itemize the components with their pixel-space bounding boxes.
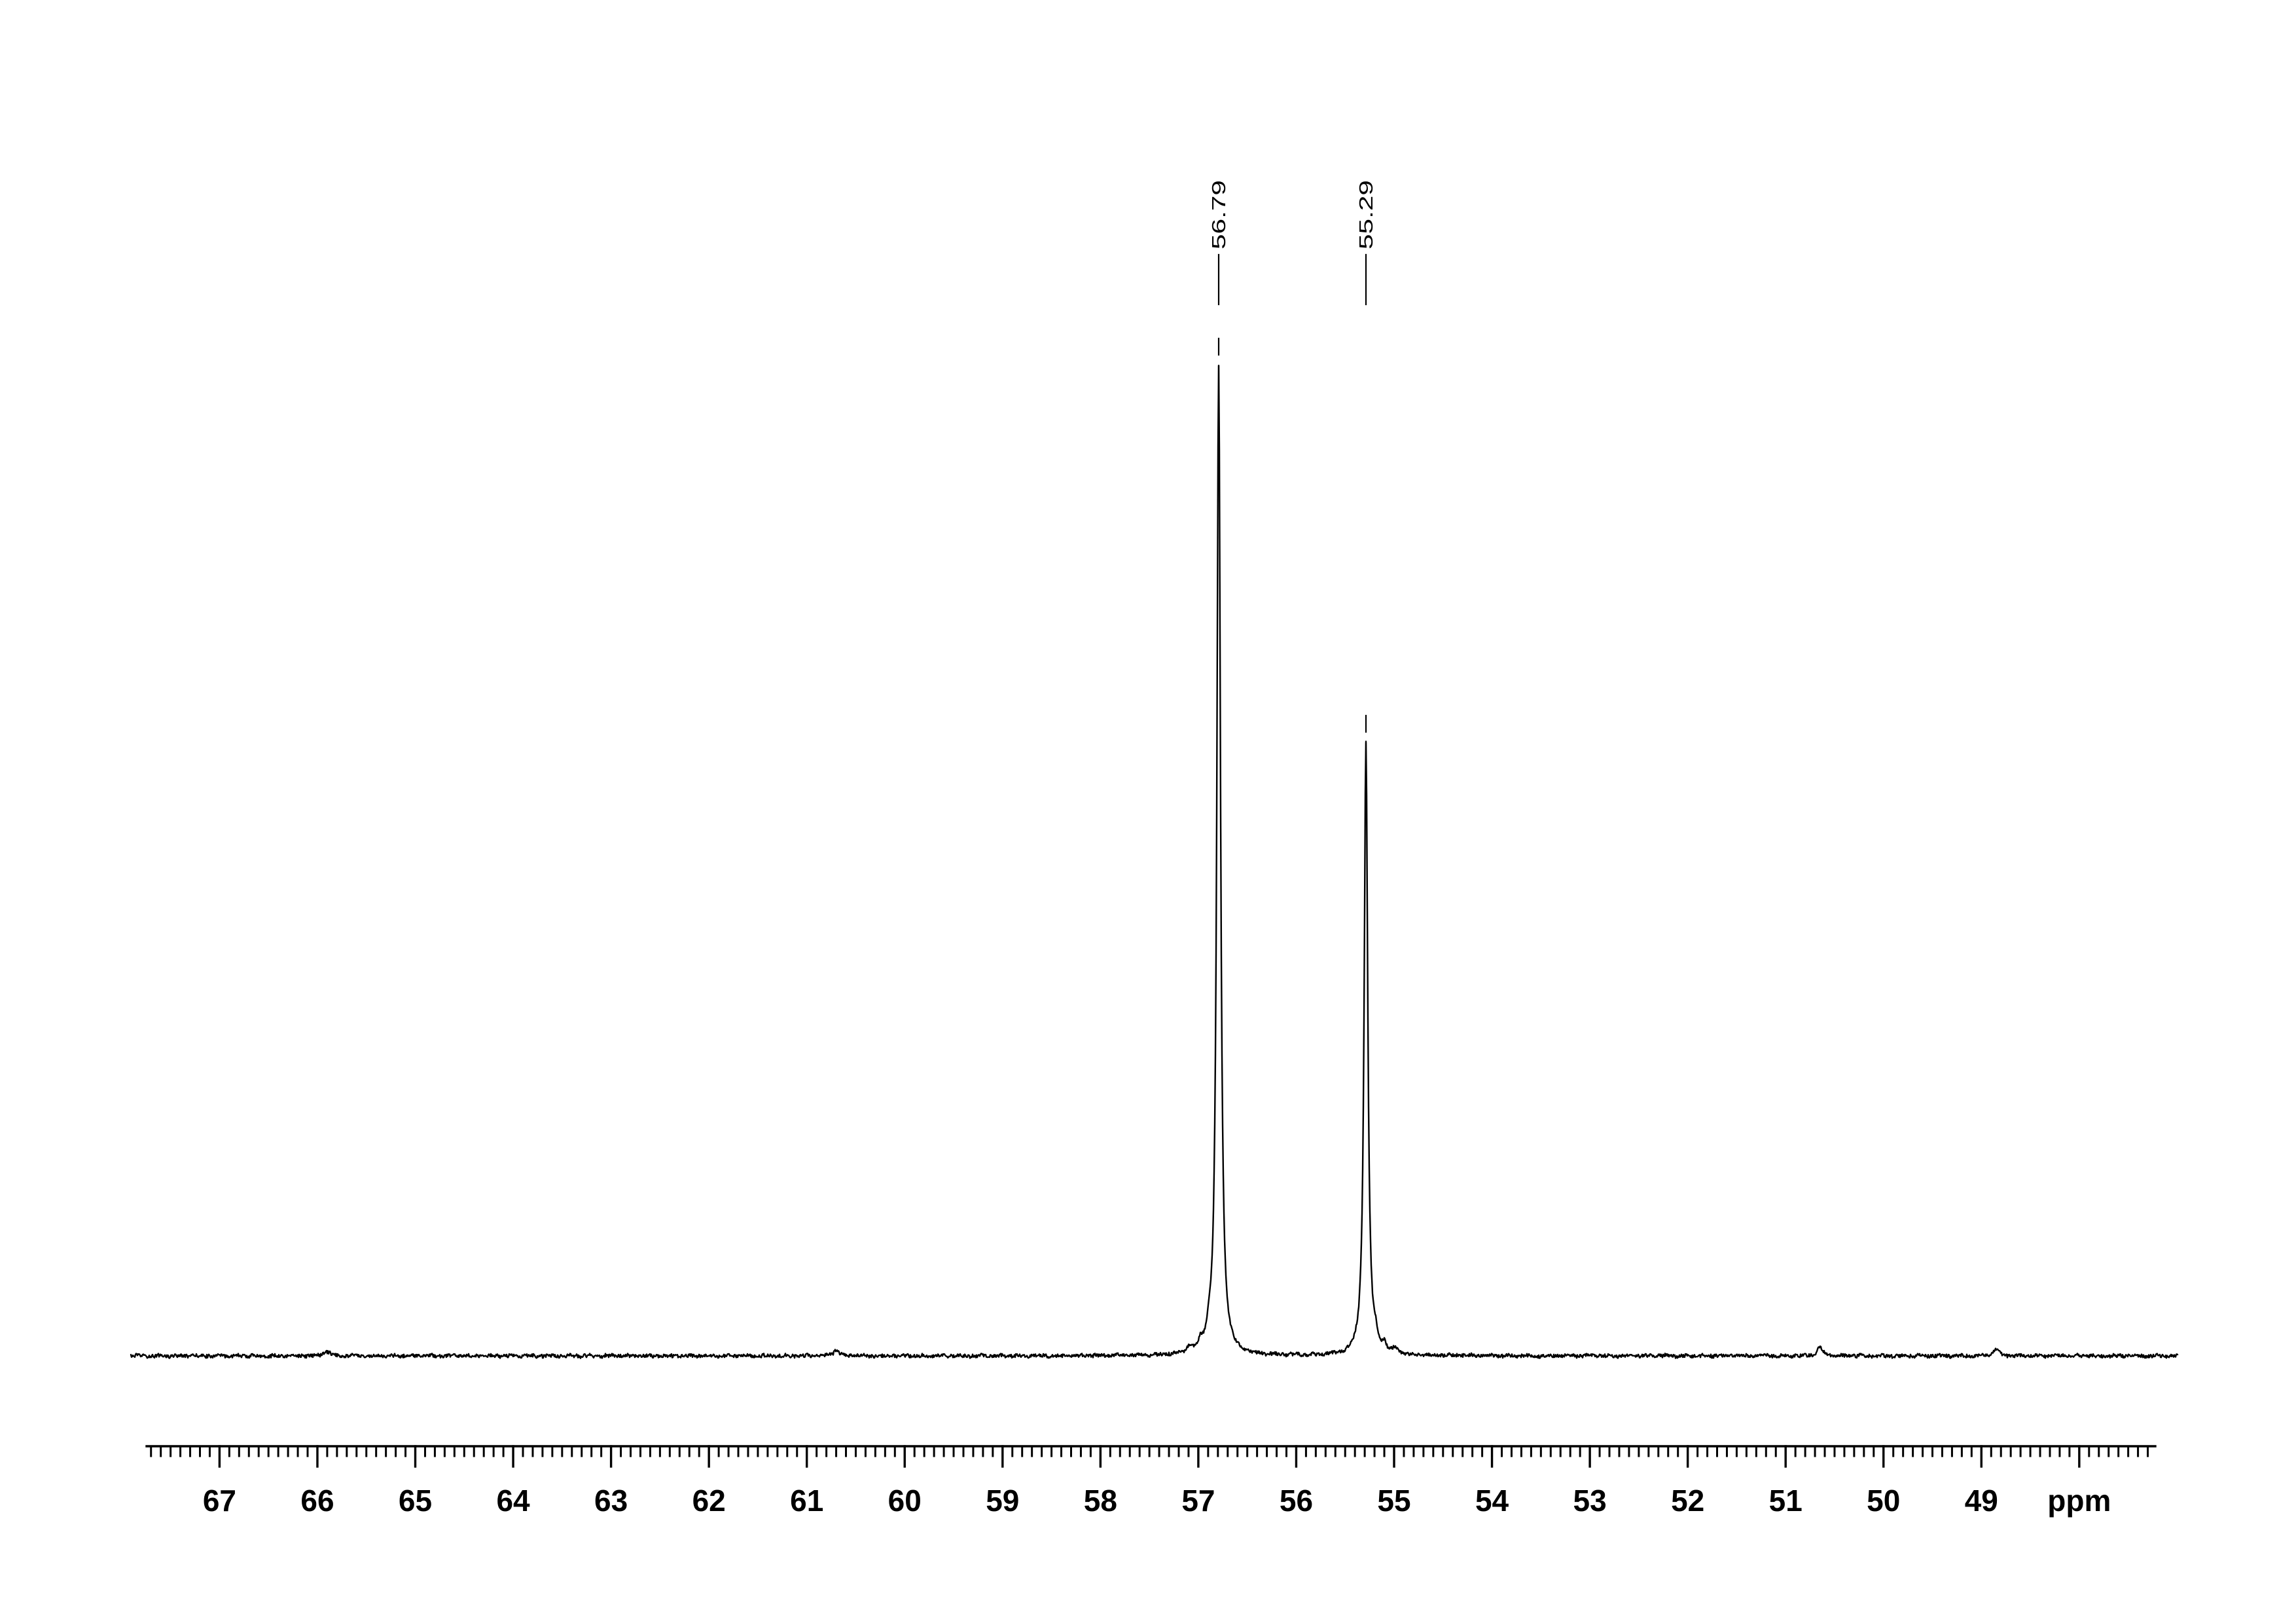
svg-text:52: 52 (1671, 1484, 1704, 1518)
svg-text:58: 58 (1084, 1484, 1117, 1518)
svg-text:60: 60 (888, 1484, 922, 1518)
svg-text:57: 57 (1181, 1484, 1215, 1518)
svg-text:53: 53 (1573, 1484, 1607, 1518)
svg-text:55.29: 55.29 (1356, 180, 1377, 249)
svg-text:56: 56 (1280, 1484, 1313, 1518)
svg-text:67: 67 (203, 1484, 236, 1518)
svg-text:65: 65 (399, 1484, 432, 1518)
svg-text:50: 50 (1867, 1484, 1900, 1518)
svg-text:55: 55 (1377, 1484, 1410, 1518)
svg-text:56.79: 56.79 (1209, 180, 1230, 249)
svg-text:54: 54 (1475, 1484, 1509, 1518)
svg-text:49: 49 (1965, 1484, 1998, 1518)
svg-text:66: 66 (300, 1484, 334, 1518)
svg-text:64: 64 (496, 1484, 530, 1518)
svg-text:61: 61 (790, 1484, 823, 1518)
svg-text:ppm: ppm (2047, 1484, 2111, 1518)
svg-text:63: 63 (594, 1484, 628, 1518)
svg-text:59: 59 (986, 1484, 1019, 1518)
svg-text:51: 51 (1769, 1484, 1803, 1518)
svg-text:62: 62 (692, 1484, 726, 1518)
